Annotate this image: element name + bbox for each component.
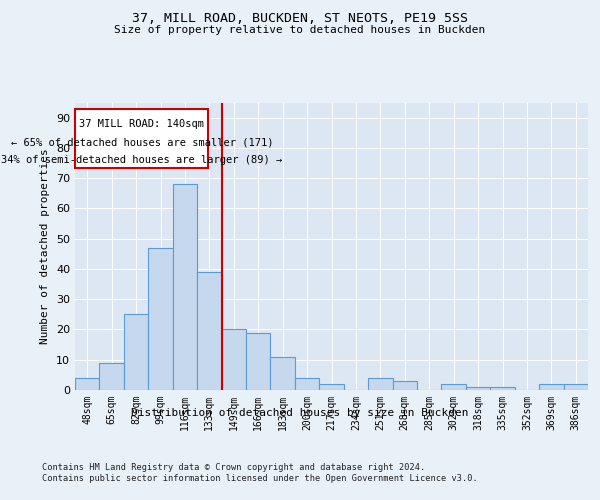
Text: 37, MILL ROAD, BUCKDEN, ST NEOTS, PE19 5SS: 37, MILL ROAD, BUCKDEN, ST NEOTS, PE19 5… [132,12,468,26]
Bar [442,384,466,390]
Text: 37 MILL ROAD: 140sqm: 37 MILL ROAD: 140sqm [79,119,205,129]
Bar [148,248,173,390]
Bar [75,378,100,390]
Bar [490,387,515,390]
Text: 34% of semi-detached houses are larger (89) →: 34% of semi-detached houses are larger (… [1,156,283,166]
Bar [271,356,295,390]
Bar [539,384,563,390]
Bar [466,387,490,390]
Text: ← 65% of detached houses are smaller (171): ← 65% of detached houses are smaller (17… [11,138,273,147]
Bar [173,184,197,390]
Y-axis label: Number of detached properties: Number of detached properties [40,148,50,344]
Bar [368,378,392,390]
Text: Distribution of detached houses by size in Buckden: Distribution of detached houses by size … [131,408,469,418]
Bar [124,314,148,390]
Bar [197,272,221,390]
FancyBboxPatch shape [76,108,208,168]
Bar [221,330,246,390]
Bar [563,384,588,390]
Bar [246,332,271,390]
Text: Contains public sector information licensed under the Open Government Licence v3: Contains public sector information licen… [42,474,478,483]
Bar [100,363,124,390]
Text: Size of property relative to detached houses in Buckden: Size of property relative to detached ho… [115,25,485,35]
Text: Contains HM Land Registry data © Crown copyright and database right 2024.: Contains HM Land Registry data © Crown c… [42,462,425,471]
Bar [295,378,319,390]
Bar [392,381,417,390]
Bar [319,384,344,390]
